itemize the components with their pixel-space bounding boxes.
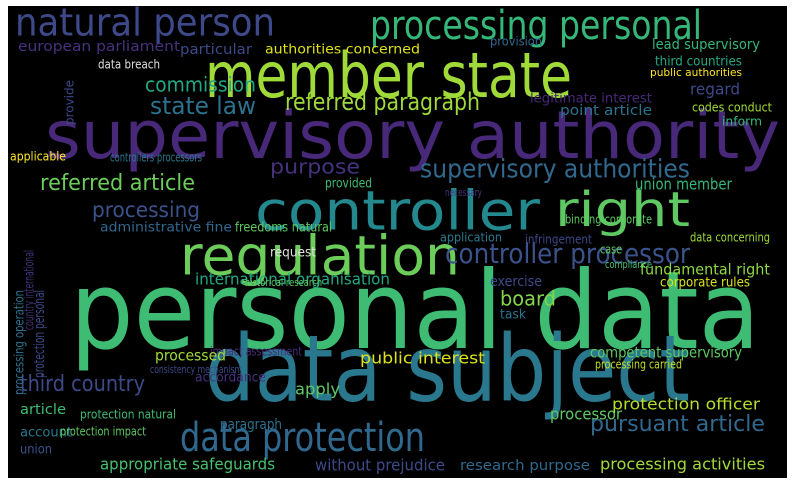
word: regard — [690, 80, 740, 99]
word: controller processor — [445, 237, 690, 270]
word: account — [20, 426, 72, 441]
word: article — [20, 402, 66, 418]
word: processing activities — [600, 455, 765, 474]
word: provided — [325, 177, 372, 192]
word: exercise — [490, 274, 542, 290]
word: natural person — [15, 1, 275, 45]
word: fundamental right — [640, 261, 770, 279]
word: authorities concerned — [265, 43, 420, 58]
word: supervisory authorities — [420, 155, 690, 185]
word: research purpose — [460, 458, 590, 474]
word: case — [600, 243, 622, 257]
word: protection personal — [32, 290, 48, 378]
word: task — [500, 308, 526, 323]
word: commission — [145, 73, 256, 97]
word: lead supervisory — [652, 37, 760, 53]
word: processor — [550, 405, 622, 424]
word: international organisation — [195, 270, 390, 289]
word: processing personal — [370, 3, 702, 49]
word: particular — [180, 42, 252, 58]
word: necessary — [445, 186, 482, 199]
word: binding corporate — [565, 213, 652, 227]
word: processing — [92, 198, 200, 222]
word: regulation — [180, 225, 460, 288]
word: codes conduct — [692, 101, 772, 115]
word: without prejudice — [315, 456, 445, 475]
word: union member — [635, 175, 732, 194]
word: referred paragraph — [285, 88, 480, 116]
word: member state — [205, 39, 572, 112]
word: data subject — [205, 315, 690, 422]
word: third countries — [655, 55, 742, 70]
word: protection impact — [60, 425, 146, 439]
word: applicable — [10, 150, 66, 164]
word: application — [440, 231, 502, 245]
word: accordance — [195, 371, 266, 386]
word: third country — [20, 372, 145, 397]
word: infringement — [525, 233, 592, 247]
word: controllers processors — [110, 151, 202, 165]
word: historical research — [245, 276, 322, 289]
word: purpose — [270, 155, 360, 179]
word: freedoms natural — [235, 221, 332, 236]
word: provision — [490, 35, 542, 49]
word: board — [500, 287, 556, 311]
word: public authorities — [650, 66, 742, 79]
word: apply — [295, 380, 340, 399]
word: personal data — [70, 249, 760, 374]
word: point article — [560, 103, 652, 119]
word: country international — [23, 250, 38, 330]
word: protection officer — [612, 395, 760, 414]
word: inform — [722, 115, 762, 129]
word: right — [555, 182, 690, 238]
word: state law — [150, 92, 256, 120]
cloud-background — [8, 6, 787, 478]
word: paragraph — [220, 417, 282, 433]
word: pursuant article — [590, 412, 765, 437]
word: consistency mechanism — [150, 363, 242, 376]
word: protection natural — [80, 408, 176, 422]
word: administrative fine — [100, 221, 232, 236]
word: european parliament — [18, 39, 181, 55]
word: supervisory authority — [45, 97, 780, 174]
word: public interest — [360, 349, 485, 368]
word: data protection — [180, 415, 425, 461]
word: referred article — [40, 171, 195, 196]
word: processed — [155, 347, 226, 365]
word: request — [270, 246, 316, 261]
word: data breach — [98, 58, 160, 72]
word: legitimate interest — [530, 92, 652, 107]
word: union — [20, 443, 52, 458]
word: data concerning — [690, 231, 770, 245]
word: compliance — [605, 258, 652, 271]
word: corporate rules — [660, 276, 750, 291]
word: impact assessment — [210, 345, 302, 359]
word: controller — [255, 180, 541, 243]
word: processing operation — [13, 290, 28, 395]
word: competent supervisory — [590, 344, 742, 362]
word: appropriate safeguards — [100, 455, 275, 474]
word: processing carried — [595, 358, 682, 372]
word: provide — [63, 80, 77, 125]
